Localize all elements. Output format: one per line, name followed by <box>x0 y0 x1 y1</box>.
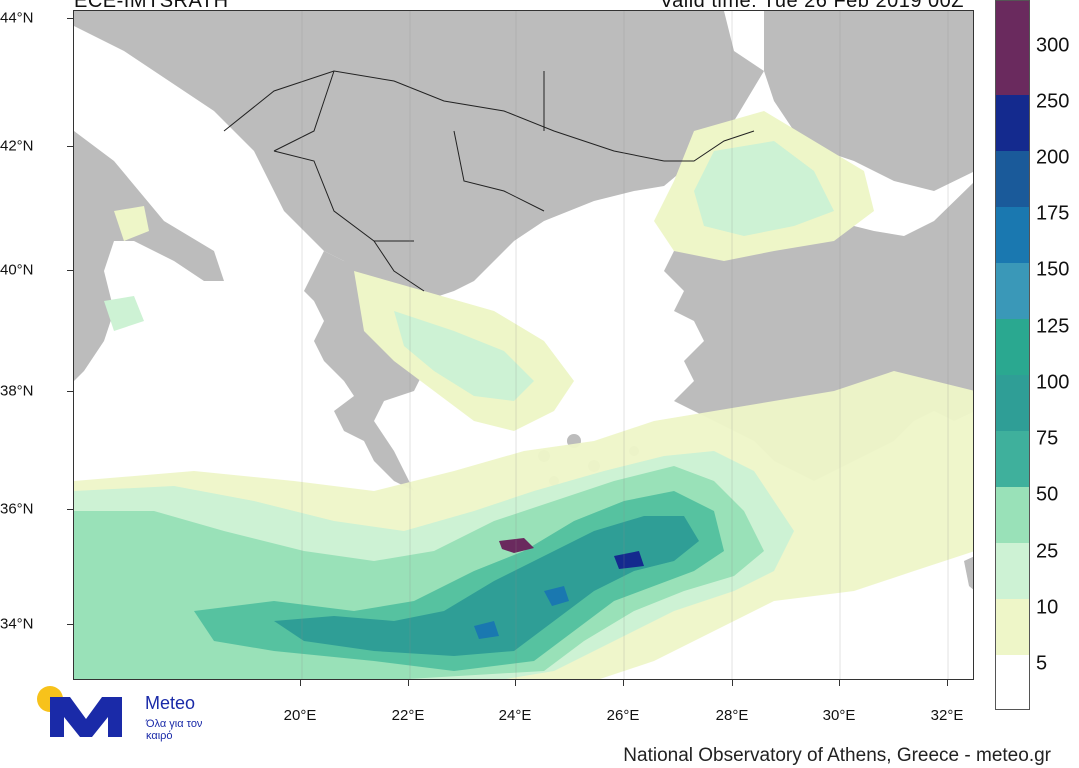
legend-swatch <box>996 543 1029 599</box>
legend-swatch <box>996 263 1029 319</box>
land-balkans <box>74 11 764 311</box>
lat-label: 38°N <box>0 382 34 400</box>
map-title: ECE-IMTSRATH <box>74 0 229 12</box>
meteo-logo-icon <box>37 686 122 737</box>
lat-tick <box>67 270 73 271</box>
lon-tick <box>623 680 624 686</box>
legend-swatch <box>996 151 1029 207</box>
legend-label: 10 <box>1036 596 1059 619</box>
logo-title: Meteo <box>145 693 196 713</box>
legend-swatch <box>996 375 1029 431</box>
legend-swatch <box>996 431 1029 487</box>
lat-tick <box>67 146 73 147</box>
precip-layer <box>74 111 973 679</box>
precip-300 <box>499 538 534 553</box>
lat-tick <box>67 18 73 19</box>
lon-tick <box>732 680 733 686</box>
valid-time: Valid time: Tue 26 Feb 2019 00Z <box>659 0 964 12</box>
lon-tick <box>515 680 516 686</box>
legend-label: 50 <box>1036 483 1059 506</box>
legend-label: 100 <box>1036 371 1070 394</box>
land-cyprus-edge <box>964 556 973 590</box>
lon-tick <box>947 680 948 686</box>
lon-label: 20°E <box>283 707 317 724</box>
precipitation-map <box>73 10 974 680</box>
legend-swatch <box>996 319 1029 375</box>
precip-legend <box>995 0 1030 710</box>
legend-label: 200 <box>1036 146 1070 169</box>
legend-swatch <box>996 599 1029 655</box>
legend-label: 75 <box>1036 427 1059 450</box>
lat-label: 44°N <box>0 9 34 27</box>
precip-200 <box>614 551 644 569</box>
legend-swatch <box>996 37 1029 95</box>
lon-label: 32°E <box>930 707 964 724</box>
precip-italy <box>104 296 144 331</box>
legend-label: 175 <box>1036 202 1070 225</box>
footer-credit: National Observatory of Athens, Greece -… <box>623 745 1051 766</box>
lon-tick <box>300 680 301 686</box>
lat-tick <box>67 391 73 392</box>
precip-west-greece <box>394 311 534 401</box>
legend-swatch <box>996 95 1029 151</box>
lon-label: 24°E <box>498 707 532 724</box>
borders-layer <box>223 70 755 292</box>
graticule <box>301 11 949 679</box>
precip-150 <box>544 586 569 606</box>
lat-label: 42°N <box>0 137 34 155</box>
lon-tick <box>839 680 840 686</box>
lon-label: 30°E <box>822 707 856 724</box>
precip-150 <box>474 621 499 639</box>
lat-label: 34°N <box>0 615 34 633</box>
legend-label: 150 <box>1036 258 1070 281</box>
legend-swatch <box>996 655 1029 709</box>
lon-label: 26°E <box>606 707 640 724</box>
lon-tick <box>408 680 409 686</box>
lat-tick <box>67 624 73 625</box>
precip-italy <box>114 206 149 241</box>
legend-swatch <box>996 487 1029 543</box>
lon-label: 22°E <box>391 707 425 724</box>
lon-label: 28°E <box>715 707 749 724</box>
lat-label: 36°N <box>0 500 34 518</box>
legend-swatch <box>996 1 1029 37</box>
precip-100 <box>274 516 699 656</box>
logo-subtitle: Όλα για τον καιρό <box>146 718 203 742</box>
legend-label: 300 <box>1036 34 1070 57</box>
legend-label: 25 <box>1036 540 1059 563</box>
land-anatolia-north <box>764 11 973 191</box>
legend-label: 250 <box>1036 90 1070 113</box>
precip-north <box>694 141 834 236</box>
legend-swatch <box>996 207 1029 263</box>
land-italy <box>74 131 224 381</box>
lat-tick <box>67 509 73 510</box>
legend-label: 5 <box>1036 652 1048 675</box>
legend-label: 125 <box>1036 315 1070 338</box>
lat-label: 40°N <box>0 261 34 279</box>
